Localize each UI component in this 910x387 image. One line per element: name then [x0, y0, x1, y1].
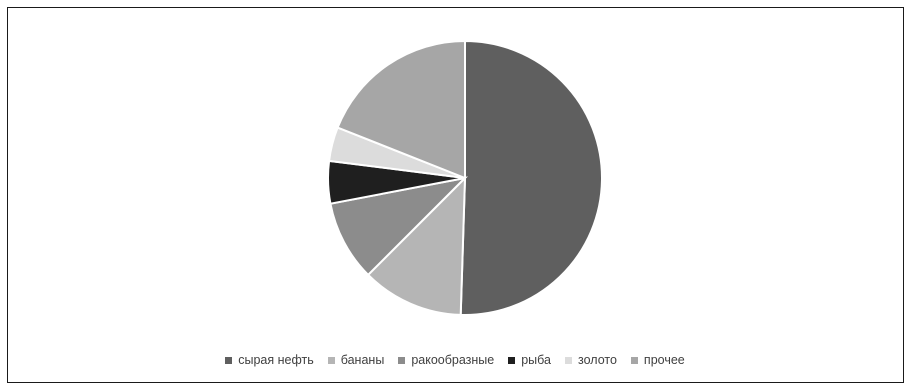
pie-slice-0 [459, 39, 603, 316]
legend-label: ракообразные [411, 353, 495, 367]
legend-swatch [565, 356, 572, 364]
legend-item-3: рыба [508, 353, 551, 367]
pie-slice-2 [329, 176, 469, 277]
chart-legend: сырая нефть бананы ракообразные рыба золото п… [0, 353, 910, 367]
legend-item-2: ракообразные [398, 353, 494, 367]
legend-label: сырая нефть [238, 353, 314, 367]
legend-label: золото [578, 353, 617, 367]
legend-swatch [630, 356, 638, 364]
pie-slice-1 [366, 175, 467, 316]
pie-slice-5 [336, 39, 466, 180]
legend-label: бананы [340, 353, 385, 367]
legend-label: рыба [521, 353, 551, 367]
legend-item-0: сырая нефть [225, 353, 314, 367]
legend-item-1: бананы [327, 353, 385, 367]
legend-swatch [327, 356, 335, 364]
legend-swatch [398, 356, 406, 364]
legend-label: прочее [643, 353, 685, 367]
legend-swatch [508, 356, 516, 364]
legend-swatch [225, 356, 233, 364]
legend-item-5: прочее [630, 353, 685, 367]
legend-item-4: золото [565, 353, 617, 367]
